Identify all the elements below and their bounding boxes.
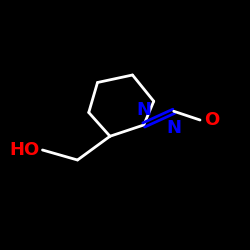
Text: N: N [166, 119, 181, 137]
Text: N: N [136, 101, 151, 119]
Text: HO: HO [10, 141, 40, 159]
Text: O: O [204, 111, 219, 129]
